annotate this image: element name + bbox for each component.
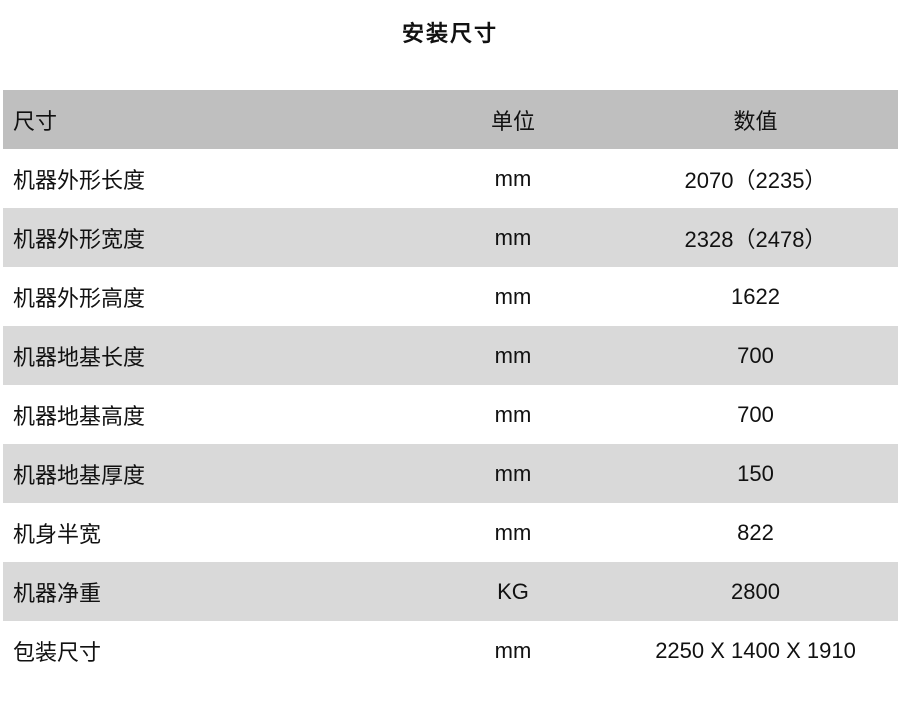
table-row: 机器地基高度 mm 700 <box>3 385 898 444</box>
table-row: 机身半宽 mm 822 <box>3 503 898 562</box>
cell-dimension: 机器外形高度 <box>13 286 146 312</box>
cell-value: 700 <box>737 342 774 368</box>
cell-dimension: 机器地基长度 <box>13 345 146 371</box>
table-row: 包装尺寸 mm 2250 X 1400 X 1910 <box>3 621 898 680</box>
cell-unit: mm <box>494 460 532 486</box>
table-row: 机器外形长度 mm 2070（2235） <box>3 149 898 208</box>
cell-unit: mm <box>494 637 532 663</box>
header-dimension: 尺寸 <box>13 109 58 135</box>
table-row: 机器净重 KG 2800 <box>3 562 898 621</box>
cell-value: 822 <box>737 519 774 545</box>
dimensions-table: 尺寸 单位 数值 机器外形长度 mm 2070（2235） 机器外形宽度 mm 2328（… <box>3 90 898 680</box>
cell-unit: mm <box>494 165 532 191</box>
cell-dimension: 机器外形长度 <box>13 168 146 194</box>
cell-value: 2328（2478） <box>684 226 827 252</box>
cell-unit: mm <box>494 224 532 250</box>
header-value: 数值 <box>733 109 778 135</box>
table-header: 尺寸 单位 数值 <box>3 90 898 149</box>
table-row: 机器地基长度 mm 700 <box>3 326 898 385</box>
cell-dimension: 包装尺寸 <box>13 640 102 666</box>
cell-unit: KG <box>497 578 529 604</box>
cell-value: 2250 X 1400 X 1910 <box>655 637 856 663</box>
table-row: 机器外形高度 mm 1622 <box>3 267 898 326</box>
cell-dimension: 机器地基高度 <box>13 404 146 430</box>
cell-value: 2070（2235） <box>684 167 827 193</box>
cell-unit: mm <box>494 283 532 309</box>
cell-value: 700 <box>737 401 774 427</box>
cell-dimension: 机器外形宽度 <box>13 227 146 253</box>
cell-value: 150 <box>737 460 774 486</box>
cell-unit: mm <box>494 519 532 545</box>
cell-dimension: 机身半宽 <box>13 522 102 548</box>
cell-dimension: 机器地基厚度 <box>13 463 146 489</box>
cell-unit: mm <box>494 401 532 427</box>
cell-value: 1622 <box>731 283 780 309</box>
table-row: 机器外形宽度 mm 2328（2478） <box>3 208 898 267</box>
cell-dimension: 机器净重 <box>13 581 102 607</box>
cell-value: 2800 <box>731 578 780 604</box>
page-title: 安装尺寸 <box>401 22 498 47</box>
header-unit: 单位 <box>490 109 535 135</box>
table-row: 机器地基厚度 mm 150 <box>3 444 898 503</box>
cell-unit: mm <box>494 342 532 368</box>
